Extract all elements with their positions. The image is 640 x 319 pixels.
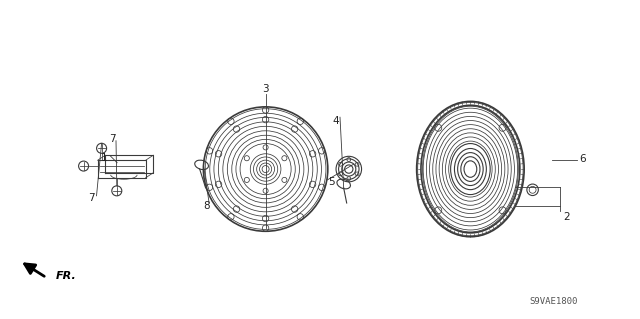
Text: 6: 6 [579, 154, 586, 165]
Text: 2: 2 [563, 212, 570, 222]
Text: 5: 5 [328, 177, 335, 187]
Text: 3: 3 [262, 84, 269, 94]
Text: 7: 7 [88, 193, 95, 203]
Text: 4: 4 [333, 116, 339, 126]
Text: 7: 7 [109, 134, 115, 144]
Text: FR.: FR. [56, 271, 76, 281]
Text: S9VAE1800: S9VAE1800 [529, 297, 578, 306]
Text: 1: 1 [101, 153, 108, 163]
Text: 8: 8 [203, 201, 209, 211]
